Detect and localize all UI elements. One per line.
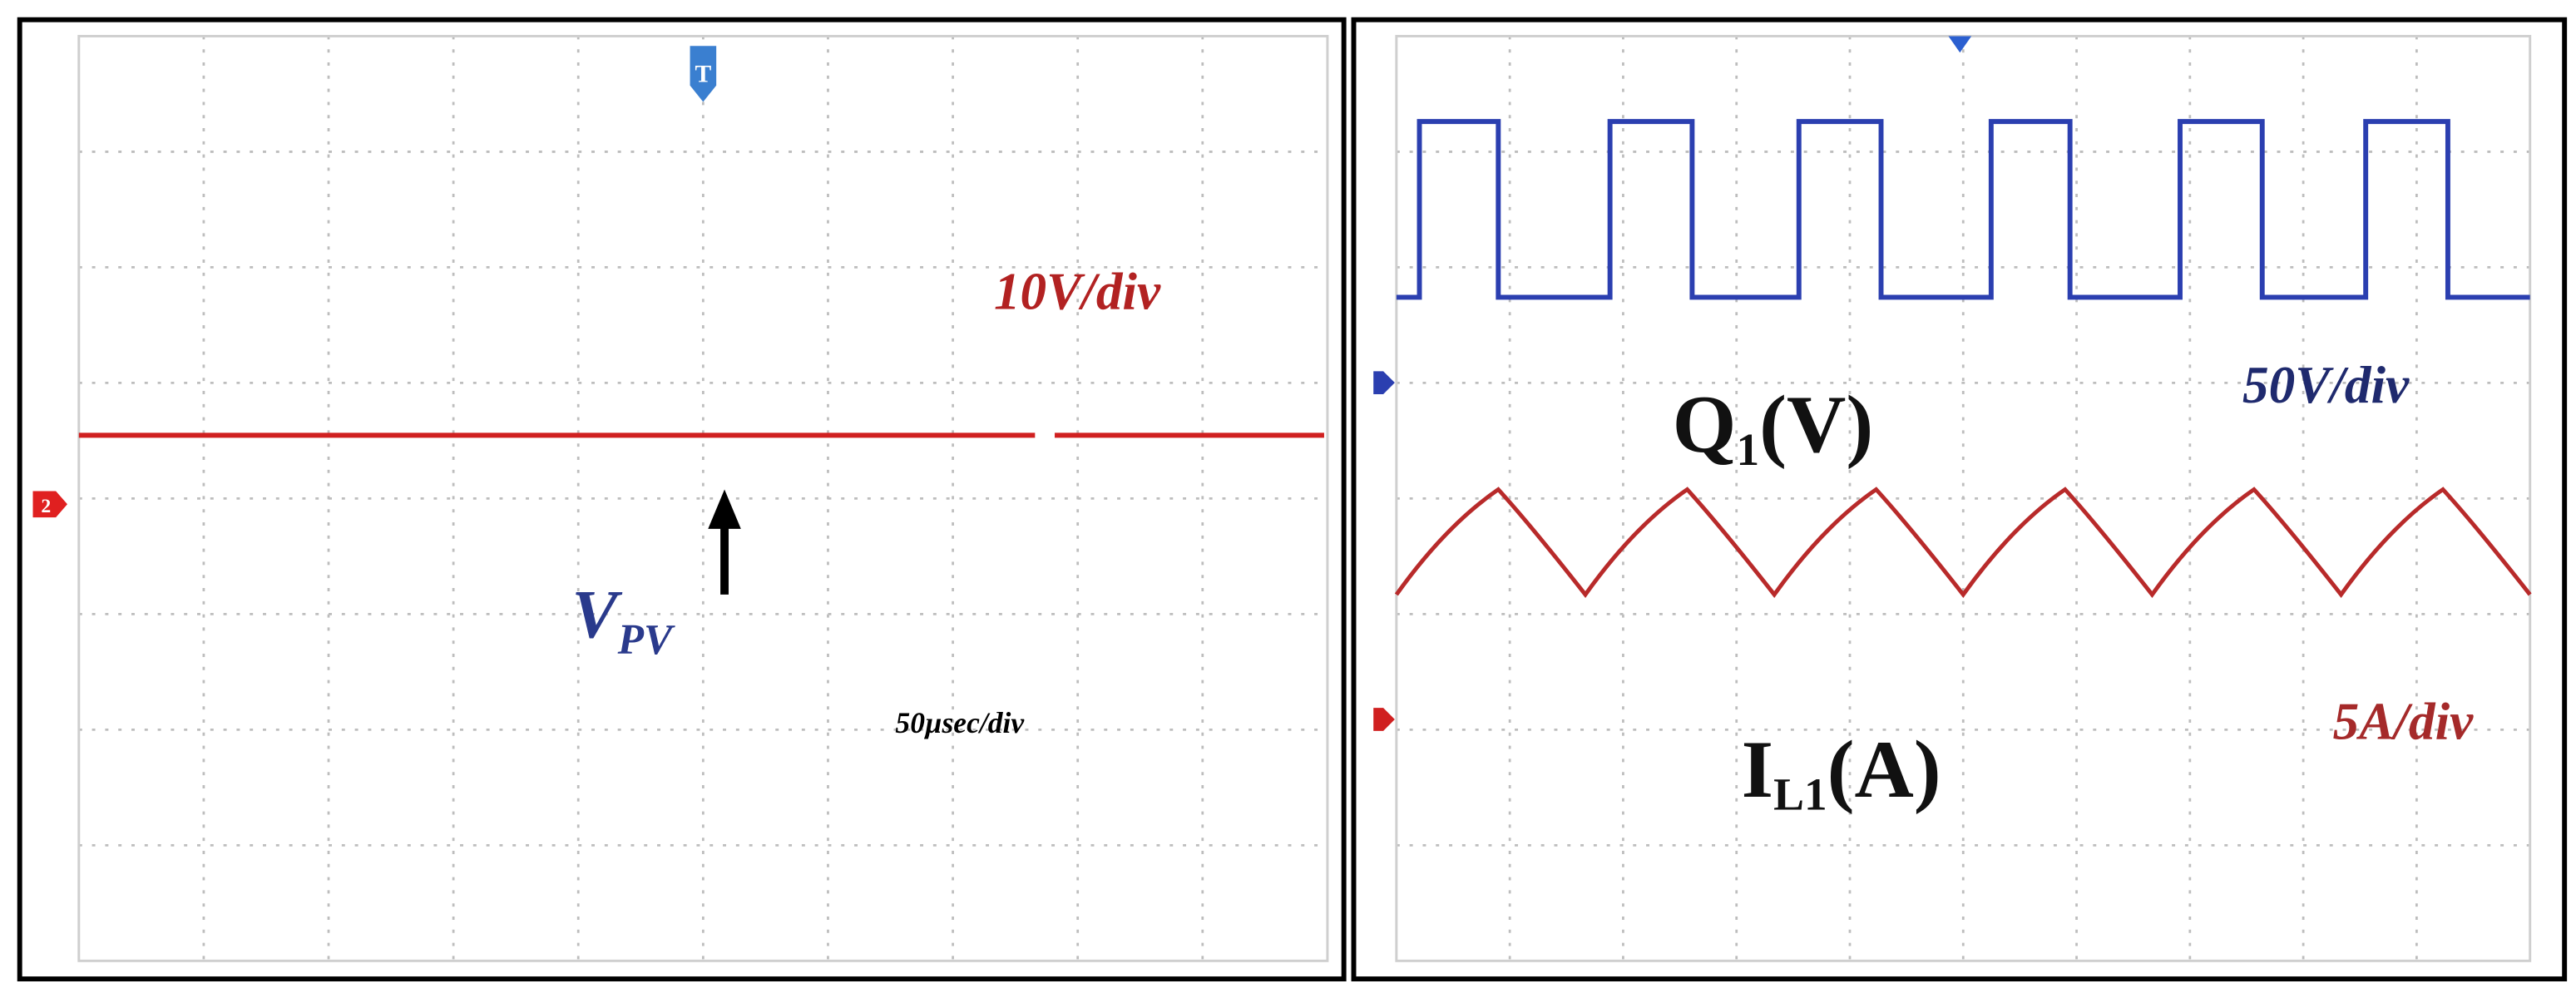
left-panel-frame [17, 17, 1347, 982]
vpv-label: VPV [571, 576, 675, 664]
left-screen-border [77, 34, 1329, 962]
q1-label: Q1(V) [1673, 379, 1874, 475]
left-scale-label: 10V/div [994, 262, 1161, 320]
channel-2-marker: 2 [32, 491, 67, 518]
il1-trace [1394, 487, 2532, 599]
vpv-sub: PV [617, 616, 675, 664]
channel-1-marker [1373, 371, 1395, 394]
channel-2-marker-right [1373, 708, 1395, 731]
channel-2-marker-shape [32, 491, 67, 518]
vpv-main: V [571, 576, 622, 652]
channel-2-marker-text: 2 [41, 496, 51, 517]
il1-main: I [1742, 724, 1773, 815]
q1-sub: 1 [1736, 424, 1759, 475]
right-bottom-scale-label: 5A/div [2333, 693, 2474, 751]
right-panel-frame [1351, 17, 2568, 982]
grids [78, 36, 2530, 961]
time-scale-label: 50µsec/div [895, 706, 1025, 739]
il1-rest: (A) [1827, 724, 1941, 815]
il1-label: IL1(A) [1742, 724, 1941, 820]
q1-trace [1396, 119, 2530, 300]
right-top-scale-label: 50V/div [2242, 356, 2410, 414]
q1-main: Q [1673, 379, 1737, 470]
il1-sub: L1 [1773, 769, 1827, 820]
right-trigger-marker [1948, 36, 1972, 53]
trigger-marker: T [690, 46, 717, 102]
arrow-head [708, 489, 741, 529]
q1-rest: (V) [1759, 379, 1873, 470]
trigger-marker-text: T [695, 62, 711, 88]
trigger-marker-shape [690, 46, 717, 102]
